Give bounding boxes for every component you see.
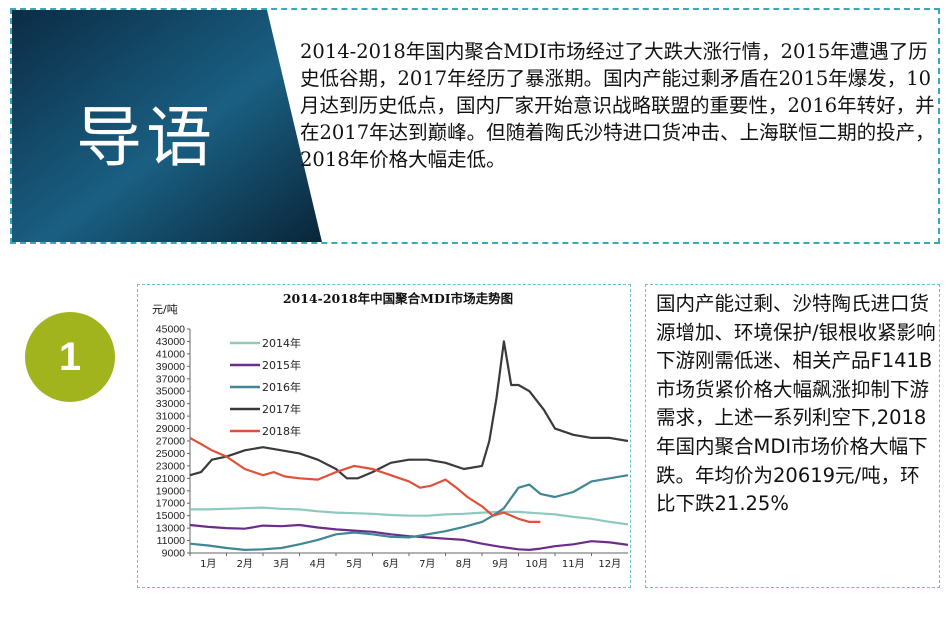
x-tick-label: 3月 xyxy=(273,558,289,570)
chart-title: 2014-2018年中国聚合MDI市场走势图 xyxy=(283,291,513,306)
y-tick-label: 19000 xyxy=(156,485,185,497)
series-line-2016年 xyxy=(189,474,629,551)
section-number: 1 xyxy=(58,335,82,379)
y-tick-label: 11000 xyxy=(157,535,186,547)
y-tick-label: 23000 xyxy=(156,460,185,472)
x-tick-label: 10月 xyxy=(525,558,548,570)
legend-label: 2015年 xyxy=(262,358,301,372)
x-tick-label: 12月 xyxy=(598,558,621,570)
legend-label: 2018年 xyxy=(262,424,301,438)
y-tick-label: 33000 xyxy=(156,398,185,410)
y-tick-label: 31000 xyxy=(156,411,185,423)
x-tick-label: 5月 xyxy=(346,558,362,570)
intro-dark-panel xyxy=(12,10,322,242)
x-tick-label: 2月 xyxy=(237,558,253,570)
section-number-circle xyxy=(25,312,115,402)
y-tick-label: 37000 xyxy=(156,373,185,385)
y-tick-label: 35000 xyxy=(156,386,185,398)
series-line-2014年 xyxy=(190,506,629,526)
legend-label: 2014年 xyxy=(262,336,301,350)
intro-text: 2014-2018年国内聚合MDI市场经过了大跌大涨行情，2015年遭遇了历史低… xyxy=(300,40,935,171)
x-tick-label: 7月 xyxy=(419,558,435,570)
y-tick-label: 17000 xyxy=(156,498,185,510)
y-tick-label: 29000 xyxy=(156,423,185,435)
y-tick-label: 41000 xyxy=(156,348,185,360)
y-tick-label: 43000 xyxy=(156,336,185,348)
x-tick-label: 6月 xyxy=(383,558,399,570)
series-line-2018年 xyxy=(189,436,541,523)
commentary-frame xyxy=(645,284,940,588)
mdi-price-chart: 2014-2018年中国聚合MDI市场走势图 元/吨 9000110001300… xyxy=(152,291,629,570)
x-tick-label: 1月 xyxy=(200,558,216,570)
legend-label: 2016年 xyxy=(262,380,301,394)
commentary-text: 国内产能过剩、沙特陶氏进口货源增加、环境保护/银根收紧影响下游刚需低迷、相关产品… xyxy=(656,292,936,516)
y-tick-label: 13000 xyxy=(156,523,185,535)
chart-frame xyxy=(137,284,631,588)
x-tick-label: 11月 xyxy=(562,558,585,570)
y-tick-label: 39000 xyxy=(156,361,185,373)
intro-title: 导语 xyxy=(76,99,216,176)
y-tick-label: 25000 xyxy=(156,448,185,460)
x-tick-label: 9月 xyxy=(492,558,508,570)
y-tick-label: 15000 xyxy=(156,510,185,522)
x-tick-label: 8月 xyxy=(456,558,472,570)
y-axis-label: 元/吨 xyxy=(152,303,178,316)
series-line-2017年 xyxy=(189,340,629,480)
y-tick-label: 27000 xyxy=(156,436,185,448)
y-tick-label: 45000 xyxy=(156,324,185,336)
intro-frame xyxy=(10,8,940,244)
y-tick-label: 21000 xyxy=(156,473,185,485)
x-tick-label: 4月 xyxy=(310,558,326,570)
y-tick-label: 9000 xyxy=(162,548,186,560)
legend-label: 2017年 xyxy=(262,402,301,416)
